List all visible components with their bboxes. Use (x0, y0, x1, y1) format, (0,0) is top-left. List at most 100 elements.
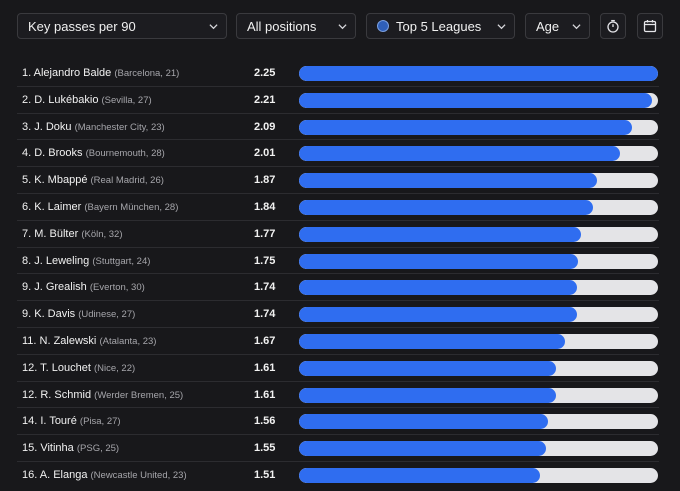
stat-value: 2.01 (254, 147, 276, 160)
stat-bar-fill (299, 360, 556, 376)
stat-bar-track (299, 199, 658, 215)
stat-value: 1.61 (254, 361, 276, 374)
player-name: 5. K. Mbappé (Real Madrid, 26) (22, 174, 164, 186)
stat-value: 1.55 (254, 442, 276, 455)
stat-bar-track (299, 92, 658, 108)
globe-icon (377, 20, 389, 32)
metric-dropdown[interactable]: Key passes per 90 (17, 13, 227, 39)
player-row[interactable]: 11. N. Zalewski (Atalanta, 23) 1.67 (17, 328, 659, 355)
stat-bar-fill (299, 414, 548, 430)
player-name-text: 8. J. Leweling (22, 254, 90, 267)
stat-bar-track (299, 307, 658, 323)
stat-bar-track (299, 119, 658, 135)
player-club-age: (Bournemouth, 28) (85, 148, 165, 160)
stat-value: 1.77 (254, 227, 276, 240)
league-dropdown[interactable]: Top 5 Leagues (366, 13, 515, 39)
player-name-text: 1. Alejandro Balde (22, 67, 112, 79)
player-club-age: (Köln, 32) (81, 228, 123, 240)
chevron-down-icon (209, 23, 218, 29)
player-name-text: 4. D. Brooks (22, 147, 83, 160)
stat-value: 1.87 (254, 174, 276, 187)
stat-bar-track (299, 66, 658, 81)
stat-bar-fill (299, 280, 577, 296)
stat-value: 1.51 (254, 468, 276, 481)
player-row[interactable]: 14. I. Touré (Pisa, 27) 1.56 (17, 408, 659, 436)
player-name-text: 5. K. Mbappé (22, 174, 88, 187)
metric-dropdown-label: Key passes per 90 (28, 18, 136, 34)
stat-bar-track (299, 146, 658, 162)
player-row[interactable]: 12. R. Schmid (Werder Bremen, 25) 1.61 (17, 382, 659, 409)
stat-bar-fill (299, 226, 582, 242)
player-row[interactable]: 3. J. Doku (Manchester City, 23) 2.09 (17, 114, 659, 141)
position-dropdown[interactable]: All positions (236, 13, 356, 39)
stat-bar-fill (299, 307, 577, 323)
player-row[interactable]: 8. J. Leweling (Stuttgart, 24) 1.75 (17, 248, 659, 275)
player-name-text: 15. Vitinha (22, 442, 74, 455)
stat-value: 2.25 (254, 67, 276, 79)
stat-bar-fill (299, 441, 547, 457)
player-row[interactable]: 1. Alejandro Balde (Barcelona, 21) 2.25 (17, 60, 659, 87)
player-name-text: 14. I. Touré (22, 415, 77, 428)
player-row[interactable]: 5. K. Mbappé (Real Madrid, 26) 1.87 (17, 167, 659, 194)
age-dropdown[interactable]: Age (525, 13, 590, 39)
player-name: 6. K. Laimer (Bayern München, 28) (22, 201, 178, 213)
player-name: 9. K. Davis (Udinese, 27) (22, 308, 135, 320)
player-row[interactable]: 16. A. Elanga (Newcastle United, 23) 1.51 (17, 462, 659, 489)
player-name: 3. J. Doku (Manchester City, 23) (22, 121, 165, 133)
chevron-down-icon (338, 23, 347, 29)
player-name: 8. J. Leweling (Stuttgart, 24) (22, 255, 150, 267)
player-club-age: (Real Madrid, 26) (90, 175, 164, 187)
stat-bar-track (299, 280, 658, 296)
player-row[interactable]: 12. T. Louchet (Nice, 22) 1.61 (17, 355, 659, 382)
stat-value: 1.75 (254, 254, 276, 267)
player-name: 15. Vitinha (PSG, 25) (22, 442, 119, 454)
stat-bar-fill (299, 199, 593, 215)
stat-value: 2.09 (254, 120, 276, 133)
player-row[interactable]: 7. M. Bülter (Köln, 32) 1.77 (17, 221, 659, 248)
player-name: 12. R. Schmid (Werder Bremen, 25) (22, 389, 183, 401)
player-name: 4. D. Brooks (Bournemouth, 28) (22, 147, 165, 159)
stat-bar-track (299, 441, 658, 457)
player-name-text: 12. R. Schmid (22, 388, 92, 401)
player-name-text: 9. J. Grealish (22, 281, 87, 294)
stat-bar-fill (299, 387, 556, 403)
stat-value: 1.61 (254, 388, 276, 401)
stat-bar-fill (299, 119, 633, 135)
stat-value: 1.56 (254, 415, 276, 428)
stat-bar-fill (299, 92, 652, 108)
player-row[interactable]: 4. D. Brooks (Bournemouth, 28) 2.01 (17, 140, 659, 168)
player-club-age: (Nice, 22) (93, 362, 136, 374)
stat-bar-track (299, 387, 658, 403)
stat-bar-track (299, 173, 658, 189)
player-row[interactable]: 2. D. Lukébakio (Sevilla, 27) 2.21 (17, 87, 659, 114)
player-row[interactable]: 9. K. Davis (Udinese, 27) 1.74 (17, 301, 659, 328)
player-name: 11. N. Zalewski (Atalanta, 23) (22, 335, 156, 347)
timer-button[interactable] (600, 13, 626, 39)
position-dropdown-label: All positions (247, 18, 317, 34)
player-name: 1. Alejandro Balde (Barcelona, 21) (22, 67, 179, 79)
stat-bar-fill (299, 253, 579, 269)
player-name-text: 2. D. Lukébakio (22, 93, 99, 106)
player-name-text: 12. T. Louchet (22, 361, 91, 374)
player-name: 14. I. Touré (Pisa, 27) (22, 415, 121, 427)
player-name: 16. A. Elanga (Newcastle United, 23) (22, 469, 187, 481)
stat-value: 1.67 (254, 334, 276, 347)
player-name: 12. T. Louchet (Nice, 22) (22, 362, 135, 374)
player-row[interactable]: 15. Vitinha (PSG, 25) 1.55 (17, 435, 659, 462)
player-row[interactable]: 6. K. Laimer (Bayern München, 28) 1.84 (17, 194, 659, 221)
player-club-age: (Manchester City, 23) (74, 121, 165, 133)
player-name-text: 3. J. Doku (22, 120, 72, 133)
stat-bar-fill (299, 146, 620, 162)
player-club-age: (Werder Bremen, 25) (94, 389, 184, 401)
player-name-text: 9. K. Davis (22, 308, 76, 321)
stat-bar-track (299, 414, 658, 430)
stat-value: 2.21 (254, 93, 276, 106)
player-name-text: 7. M. Bülter (22, 227, 79, 240)
stopwatch-icon (607, 19, 619, 33)
player-name: 2. D. Lukébakio (Sevilla, 27) (22, 94, 152, 106)
player-club-age: (Atalanta, 23) (99, 335, 157, 347)
stat-bar-track (299, 467, 658, 483)
player-name-text: 6. K. Laimer (22, 200, 82, 213)
calendar-button[interactable] (637, 13, 663, 39)
player-row[interactable]: 9. J. Grealish (Everton, 30) 1.74 (17, 274, 659, 302)
